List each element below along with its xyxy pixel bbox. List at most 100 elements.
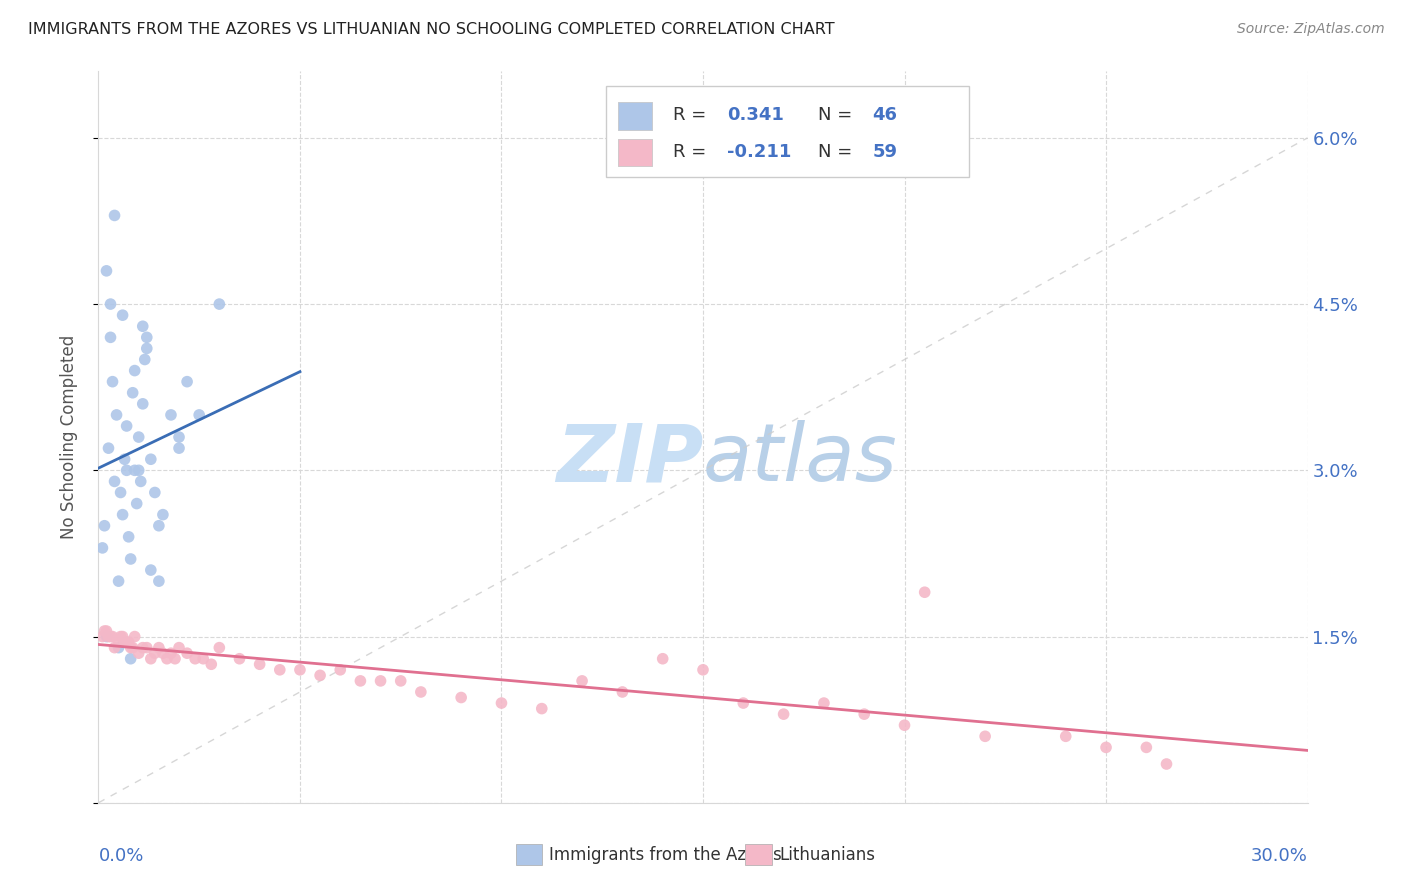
Point xyxy=(135,330,157,344)
Point xyxy=(124,630,146,644)
Point xyxy=(124,363,146,377)
Point xyxy=(1135,740,1157,755)
Point xyxy=(228,651,250,665)
Text: atlas: atlas xyxy=(703,420,898,498)
Point xyxy=(101,630,124,644)
Point xyxy=(651,651,673,665)
Point xyxy=(125,497,148,511)
Point xyxy=(772,707,794,722)
Point xyxy=(914,585,936,599)
Point xyxy=(152,508,174,522)
FancyBboxPatch shape xyxy=(745,845,772,865)
Point xyxy=(107,635,129,649)
Text: ZIP: ZIP xyxy=(555,420,703,498)
Point xyxy=(96,630,118,644)
Point xyxy=(110,485,132,500)
Point xyxy=(813,696,835,710)
Text: Source: ZipAtlas.com: Source: ZipAtlas.com xyxy=(1237,22,1385,37)
Point xyxy=(105,408,128,422)
Point xyxy=(853,707,876,722)
Point xyxy=(100,630,122,644)
Point xyxy=(111,508,134,522)
Point xyxy=(491,696,513,710)
Point xyxy=(121,640,143,655)
Point xyxy=(176,646,198,660)
Point xyxy=(148,518,170,533)
Point xyxy=(128,430,150,444)
Point xyxy=(132,397,155,411)
Point xyxy=(193,651,215,665)
Text: 0.0%: 0.0% xyxy=(98,847,143,864)
Point xyxy=(120,552,142,566)
Point xyxy=(103,209,125,223)
Text: 30.0%: 30.0% xyxy=(1251,847,1308,864)
Point xyxy=(100,330,122,344)
Point xyxy=(152,646,174,660)
Point xyxy=(118,530,141,544)
Point xyxy=(103,640,125,655)
Point xyxy=(612,685,634,699)
Point xyxy=(111,308,134,322)
Point xyxy=(121,385,143,400)
Point xyxy=(1095,740,1118,755)
Point xyxy=(571,673,593,688)
Point xyxy=(101,375,124,389)
Point xyxy=(135,640,157,655)
Point xyxy=(97,630,120,644)
Point xyxy=(132,319,155,334)
Point xyxy=(96,264,118,278)
Point xyxy=(115,419,138,434)
FancyBboxPatch shape xyxy=(619,102,652,130)
Text: N =: N = xyxy=(818,106,858,124)
Point xyxy=(93,518,115,533)
Point xyxy=(1156,757,1178,772)
Text: 0.341: 0.341 xyxy=(727,106,785,124)
Point xyxy=(107,574,129,589)
Point xyxy=(120,651,142,665)
Point xyxy=(118,635,141,649)
Point xyxy=(176,375,198,389)
Point xyxy=(530,701,553,715)
Point xyxy=(139,563,162,577)
Point xyxy=(115,463,138,477)
Point xyxy=(132,640,155,655)
Point xyxy=(139,452,162,467)
Point xyxy=(114,635,136,649)
Point xyxy=(143,646,166,660)
FancyBboxPatch shape xyxy=(516,845,543,865)
FancyBboxPatch shape xyxy=(619,138,652,167)
Point xyxy=(100,297,122,311)
Point xyxy=(1054,729,1077,743)
Point xyxy=(97,441,120,455)
Text: R =: R = xyxy=(672,143,711,161)
Point xyxy=(111,630,134,644)
Point xyxy=(96,624,118,638)
FancyBboxPatch shape xyxy=(606,86,969,178)
Y-axis label: No Schooling Completed: No Schooling Completed xyxy=(59,335,77,539)
Text: 46: 46 xyxy=(872,106,897,124)
Point xyxy=(893,718,915,732)
Point xyxy=(974,729,997,743)
Point xyxy=(288,663,311,677)
Point xyxy=(370,673,392,688)
Point xyxy=(160,408,183,422)
Text: R =: R = xyxy=(672,106,711,124)
Point xyxy=(249,657,271,672)
Point xyxy=(115,635,138,649)
Point xyxy=(91,541,114,555)
Point xyxy=(167,430,190,444)
Point xyxy=(309,668,332,682)
Point xyxy=(148,640,170,655)
Point xyxy=(148,574,170,589)
Point xyxy=(160,646,183,660)
Text: -0.211: -0.211 xyxy=(727,143,792,161)
Point xyxy=(167,441,190,455)
Point xyxy=(349,673,371,688)
Point xyxy=(188,408,211,422)
Point xyxy=(128,463,150,477)
Point xyxy=(389,673,412,688)
Point xyxy=(134,352,156,367)
Point xyxy=(156,651,179,665)
Point xyxy=(163,651,186,665)
Text: Immigrants from the Azores: Immigrants from the Azores xyxy=(550,847,782,864)
